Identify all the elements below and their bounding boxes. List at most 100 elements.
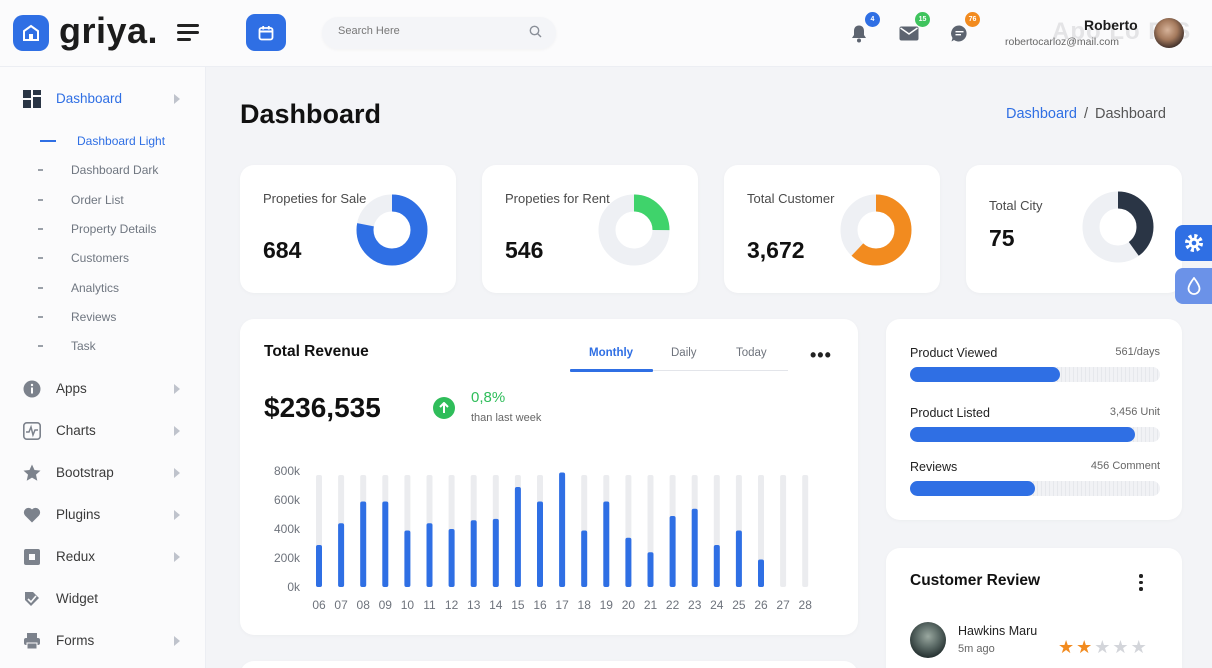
- breadcrumb: Dashboard / Dashboard: [1006, 106, 1166, 122]
- review-time: 5m ago: [958, 643, 995, 655]
- revenue-bar[interactable]: [514, 486, 521, 587]
- sidebar-item-forms[interactable]: Forms: [0, 628, 206, 654]
- revenue-bar[interactable]: [360, 501, 367, 587]
- sidebar-subitem-dashboard-light[interactable]: Dashboard Light: [0, 131, 206, 151]
- chevron-right-icon: [174, 384, 180, 394]
- messages-button[interactable]: 15: [898, 12, 930, 44]
- sidebar-item-label: Widget: [56, 591, 99, 606]
- notification-count-badge: 4: [865, 12, 880, 27]
- product-stat-value: 561/days: [1115, 346, 1160, 358]
- stat-card-customer: Total Customer 3,672: [724, 165, 940, 293]
- stat-card-city: Total City 75: [966, 165, 1182, 293]
- sidebar-subitem-customers[interactable]: Customers: [0, 248, 206, 268]
- sidebar-item-label: Forms: [56, 633, 95, 648]
- product-stat-label: Product Viewed: [910, 346, 998, 360]
- product-stats-card: Product Viewed 561/days Product Listed 3…: [886, 319, 1182, 520]
- sidebar-item-widget[interactable]: Widget: [0, 586, 206, 612]
- messages-count-badge: 15: [915, 12, 930, 27]
- sidebar-subitem-task[interactable]: Task: [0, 336, 206, 356]
- star-empty-icon: ★: [1112, 637, 1131, 657]
- star-icon: [23, 464, 41, 481]
- product-stat-label: Reviews: [910, 460, 958, 474]
- user-name[interactable]: Roberto: [1084, 17, 1138, 33]
- sidebar-subitem-dashboard-dark[interactable]: Dashboard Dark: [0, 160, 206, 180]
- more-options-icon[interactable]: •••: [810, 345, 832, 365]
- revenue-bar[interactable]: [669, 515, 676, 587]
- sidebar-subitem-label: Customers: [71, 251, 130, 265]
- calendar-icon: [258, 25, 274, 40]
- tab-daily[interactable]: Daily: [671, 347, 697, 359]
- calendar-button[interactable]: [246, 14, 286, 51]
- x-tick-label: 11: [423, 598, 436, 612]
- revenue-bar[interactable]: [758, 559, 764, 587]
- x-tick-label: 22: [666, 598, 680, 612]
- bell-icon: [852, 25, 866, 42]
- revenue-bar[interactable]: [382, 501, 389, 587]
- sidebar-subitem-analytics[interactable]: Analytics: [0, 278, 206, 298]
- revenue-bar[interactable]: [713, 544, 720, 587]
- progress-track: [910, 427, 1160, 442]
- revenue-bar[interactable]: [581, 530, 588, 587]
- sidebar-item-bootstrap[interactable]: Bootstrap: [0, 460, 206, 486]
- revenue-bar[interactable]: [404, 530, 411, 587]
- sidebar-item-redux[interactable]: Redux: [0, 544, 206, 570]
- search-icon[interactable]: [529, 25, 542, 38]
- sidebar-subitem-label: Task: [71, 339, 96, 353]
- search-input[interactable]: [338, 25, 518, 37]
- sidebar-item-label: Bootstrap: [56, 465, 114, 480]
- y-tick-label: 200k: [274, 551, 301, 565]
- next-card: [240, 661, 858, 668]
- revenue-bar[interactable]: [426, 523, 433, 587]
- sidebar-subitem-label: Analytics: [71, 281, 120, 295]
- logo-icon[interactable]: [13, 15, 49, 51]
- tab-today[interactable]: Today: [736, 347, 767, 359]
- tab-monthly[interactable]: Monthly: [589, 347, 634, 359]
- settings-side-button[interactable]: [1175, 225, 1212, 261]
- revenue-bar[interactable]: [735, 530, 742, 587]
- stat-value: 546: [505, 237, 544, 263]
- sidebar-subitem-property-details[interactable]: Property Details: [0, 219, 206, 239]
- revenue-bar[interactable]: [316, 544, 322, 587]
- chat-icon: [950, 24, 967, 41]
- sidebar-subitem-label: Dashboard Light: [77, 134, 166, 148]
- revenue-bar[interactable]: [625, 537, 632, 587]
- revenue-bar[interactable]: [559, 472, 566, 587]
- user-avatar[interactable]: [1154, 18, 1184, 48]
- page-title: Dashboard: [240, 99, 382, 129]
- chat-button[interactable]: 76: [948, 12, 980, 44]
- revenue-bar[interactable]: [691, 508, 698, 587]
- more-vertical-icon[interactable]: [1139, 574, 1143, 594]
- chevron-right-icon: [174, 636, 180, 646]
- progress-track: [910, 367, 1160, 382]
- notification-bell-button[interactable]: 4: [848, 12, 880, 44]
- revenue-bar[interactable]: [338, 523, 345, 587]
- sidebar-subitem-label: Reviews: [71, 310, 117, 324]
- revenue-change: 0,8%: [471, 389, 506, 406]
- x-tick-label: 20: [622, 598, 636, 612]
- revenue-bar[interactable]: [492, 518, 499, 587]
- sidebar-item-plugins[interactable]: Plugins: [0, 502, 206, 528]
- revenue-bar[interactable]: [603, 501, 610, 587]
- revenue-bar[interactable]: [448, 529, 455, 587]
- chart-icon: [23, 422, 41, 440]
- sidebar-subitem-order-list[interactable]: Order List: [0, 190, 206, 210]
- widget-icon: [25, 592, 39, 606]
- sidebar-subitem-reviews[interactable]: Reviews: [0, 307, 206, 327]
- product-stat-value: 456 Comment: [1090, 460, 1160, 472]
- revenue-bar[interactable]: [470, 520, 477, 587]
- sidebar-item-dashboard[interactable]: Dashboard: [0, 86, 206, 112]
- gear-icon: [1184, 234, 1203, 252]
- breadcrumb-link[interactable]: Dashboard: [1006, 106, 1077, 122]
- theme-side-button[interactable]: [1175, 268, 1212, 304]
- menu-toggle-icon[interactable]: [177, 24, 199, 42]
- progress-fill: [910, 427, 1135, 442]
- stat-card-sale: Propeties for Sale 684: [240, 165, 456, 293]
- revenue-bar[interactable]: [537, 501, 543, 587]
- stat-label: Propeties for Sale: [263, 191, 367, 206]
- revenue-bar[interactable]: [647, 552, 654, 587]
- sidebar-item-charts[interactable]: Charts: [0, 418, 206, 444]
- sidebar-item-apps[interactable]: Apps: [0, 376, 206, 402]
- x-tick-label: 14: [489, 598, 503, 612]
- donut-segment: [598, 194, 670, 266]
- x-tick-label: 26: [754, 598, 768, 612]
